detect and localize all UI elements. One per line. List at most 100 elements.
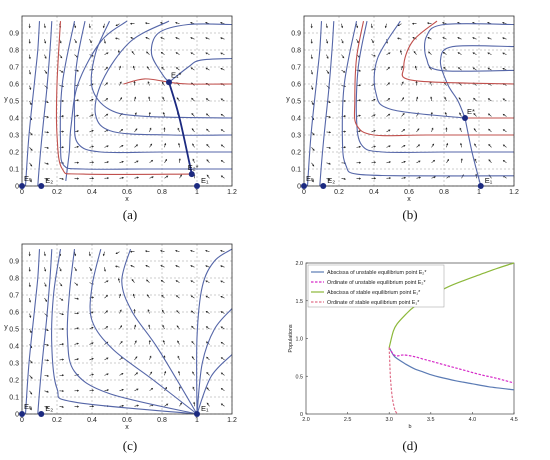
field-arrowhead	[136, 176, 139, 179]
field-arrowhead	[220, 67, 223, 70]
field-arrowhead	[220, 37, 223, 40]
equilibrium-point-E0	[19, 183, 25, 189]
field-arrow	[59, 85, 64, 87]
field-arrowhead	[473, 128, 476, 131]
field-arrowhead	[176, 325, 179, 328]
field-arrow	[502, 22, 507, 25]
field-arrow	[29, 131, 33, 136]
field-arrowhead	[370, 26, 373, 29]
field-arrow	[326, 162, 331, 165]
field-arrowhead	[162, 96, 165, 99]
field-arrow	[161, 52, 165, 55]
field-arrowhead	[205, 295, 208, 298]
field-arrowhead	[343, 130, 347, 133]
field-arrowhead	[205, 21, 208, 24]
field-arrowhead	[91, 389, 95, 392]
field-arrowhead	[343, 177, 346, 180]
field-arrow	[160, 265, 165, 268]
field-arrow	[401, 177, 406, 179]
field-arrowhead	[190, 295, 193, 298]
field-arrowhead	[402, 97, 405, 100]
field-arrowhead	[190, 21, 193, 24]
field-arrowhead	[130, 265, 133, 267]
field-arrow	[178, 143, 180, 148]
field-arrowhead	[29, 331, 32, 334]
field-arrowhead	[115, 265, 118, 268]
field-arrowhead	[103, 269, 106, 272]
field-arrow	[74, 267, 77, 271]
field-arrow	[74, 99, 79, 102]
field-arrow	[502, 68, 507, 71]
field-arrow	[104, 389, 109, 392]
x-tick-label: 0	[20, 189, 24, 196]
field-arrowhead	[175, 52, 178, 55]
field-arrow	[457, 52, 462, 55]
field-arrow	[164, 403, 168, 407]
field-arrowhead	[487, 98, 490, 101]
x-tick-label: 0	[302, 189, 306, 196]
field-arrowhead	[46, 101, 49, 103]
field-arrow	[192, 158, 195, 163]
field-arrow	[326, 23, 328, 28]
field-arrow	[386, 113, 390, 117]
field-arrowhead	[411, 22, 415, 25]
field-arrowhead	[91, 177, 95, 180]
field-arrow	[341, 39, 344, 44]
field-arrow	[401, 97, 404, 102]
field-arrowhead	[120, 341, 123, 344]
field-arrowhead	[358, 145, 362, 148]
field-arrow	[371, 39, 374, 43]
field-arrowhead	[358, 69, 362, 72]
field-arrowhead	[106, 52, 109, 55]
field-arrow	[134, 144, 138, 148]
field-arrowhead	[88, 26, 91, 29]
field-arrowhead	[115, 37, 118, 40]
field-arrowhead	[220, 280, 223, 283]
field-arrow	[29, 375, 33, 379]
field-arrow	[44, 131, 49, 133]
field-arrowhead	[205, 52, 208, 55]
field-arrow	[134, 372, 138, 376]
field-arrow	[220, 22, 225, 25]
y-tick-label: 0.9	[9, 31, 19, 38]
field-arrow	[431, 128, 434, 133]
field-arrowhead	[460, 158, 463, 161]
field-arrowhead	[433, 176, 436, 179]
field-arrowhead	[180, 402, 182, 405]
legend-entry-0: Abscissa of unstable equilibrium point E…	[327, 270, 427, 276]
field-arrowhead	[76, 69, 80, 72]
field-arrowhead	[220, 129, 223, 132]
field-arrow	[44, 23, 46, 28]
field-arrowhead	[121, 404, 125, 407]
field-arrow	[444, 97, 447, 102]
field-arrow	[311, 100, 314, 105]
x-axis-label: x	[125, 424, 129, 431]
field-arrowhead	[106, 113, 109, 116]
field-arrowhead	[205, 341, 209, 344]
field-arrow	[502, 52, 507, 55]
x-tick-label: 3.5	[427, 417, 435, 423]
field-arrow	[206, 387, 210, 392]
field-arrowhead	[373, 145, 376, 148]
field-arrowhead	[458, 97, 461, 100]
field-arrowhead	[61, 405, 64, 408]
point-label-Estar: E*	[467, 107, 475, 116]
field-arrowhead	[76, 99, 79, 102]
field-arrowhead	[310, 26, 313, 29]
trajectory-curve	[51, 249, 198, 415]
field-arrow	[326, 178, 331, 181]
x-tick-label: 2.5	[344, 417, 352, 423]
field-arrowhead	[30, 148, 33, 151]
field-arrowhead	[146, 294, 149, 297]
y-tick-label: 0.8	[9, 48, 19, 55]
field-arrowhead	[61, 313, 65, 316]
field-arrow	[164, 371, 166, 376]
field-arrow	[146, 279, 150, 283]
series-line-0	[388, 347, 515, 391]
field-arrowhead	[29, 87, 32, 90]
field-arrowhead	[61, 115, 65, 118]
field-arrowhead	[146, 66, 149, 69]
field-arrow	[104, 161, 109, 164]
field-arrowhead	[160, 37, 163, 39]
field-arrowhead	[150, 387, 154, 390]
